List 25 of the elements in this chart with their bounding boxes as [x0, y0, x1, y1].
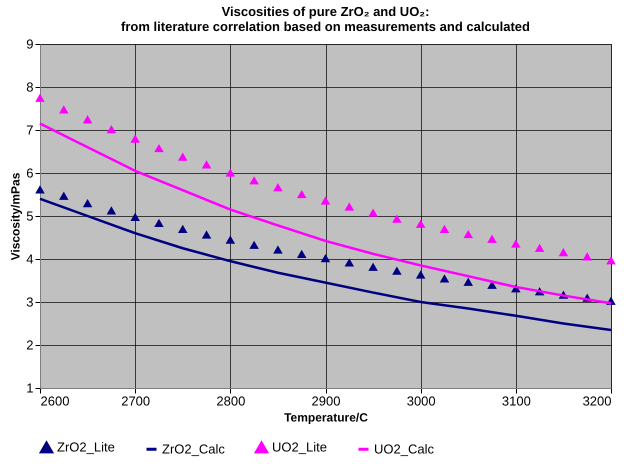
legend-label: ZrO2_Lite — [57, 440, 115, 455]
x-tick-label: 3100 — [502, 394, 531, 408]
y-tick-label: 2 — [26, 338, 34, 352]
line-series — [38, 198, 612, 332]
legend-label: UO2_Calc — [374, 441, 434, 456]
y-tick-label: 4 — [26, 252, 34, 266]
legend-label: ZrO2_Calc — [162, 441, 226, 456]
y-tick-label: 5 — [26, 208, 34, 224]
text: Viscosities of pure ZrO₂ and UO₂: — [222, 4, 430, 19]
y-tick-label: 3 — [26, 294, 34, 310]
x-tick-label: 2700 — [121, 394, 150, 408]
y-tick-label: 7 — [26, 122, 34, 138]
legend-label: UO2_Lite — [272, 440, 327, 455]
x-tick-label: 2800 — [216, 394, 246, 408]
y-tick-label: 1 — [26, 380, 34, 396]
y-tick-label: 8 — [26, 80, 34, 94]
x-tick-label: 3200 — [582, 394, 612, 408]
y-tick-label: 9 — [26, 36, 34, 52]
x-tick-label: 2900 — [312, 394, 340, 408]
x-tick-label: 2600 — [40, 394, 70, 408]
text: from literature correlation based on measurements and calculated — [121, 19, 530, 34]
y-axis-title: Viscosity/mPas — [8, 172, 22, 260]
x-tick-label: 3000 — [406, 394, 436, 408]
y-tick-label: 6 — [26, 166, 34, 180]
x-axis-title: Temperature/C — [284, 410, 368, 424]
